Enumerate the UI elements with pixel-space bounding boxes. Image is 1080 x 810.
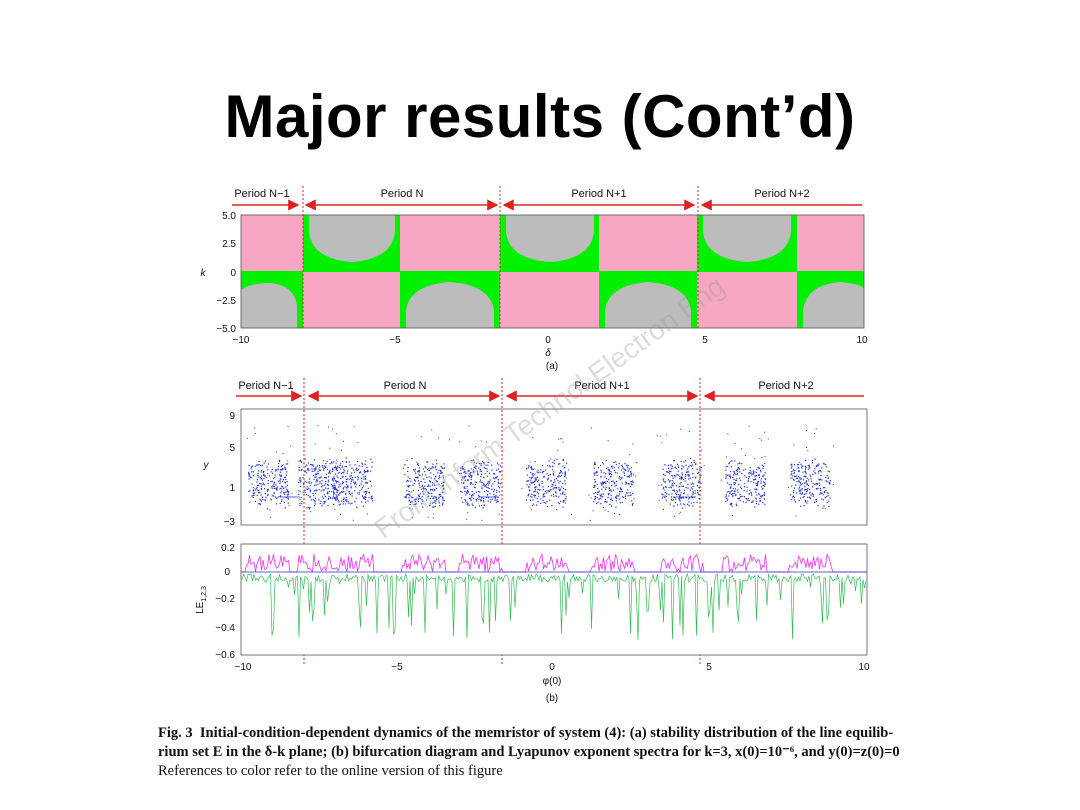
caption-line-1: Fig. 3 Initial-condition-dependent dynam… — [158, 725, 894, 741]
y-tick-label: −2.5 — [216, 296, 236, 307]
stability-gray-region — [406, 282, 494, 328]
y-tick-label: 5.0 — [222, 211, 236, 222]
panel-a-plot — [240, 186, 865, 329]
x-axis-label: δ — [545, 348, 551, 359]
period-label: Period N+2 — [754, 188, 809, 200]
x-tick-label: 0 — [545, 335, 551, 346]
caption-line-2: rium set E in the δ-k plane; (b) bifurca… — [158, 744, 900, 760]
y-tick-label: 0.2 — [221, 543, 235, 554]
x-tick-label: 10 — [856, 335, 868, 346]
period-label: Period N+1 — [571, 188, 626, 200]
figure-caption: Fig. 3 Initial-condition-dependent dynam… — [158, 724, 978, 781]
bifurcation-points — [246, 425, 834, 521]
period-header-a: Period N−1 Period N Period N+1 Period N+… — [232, 188, 862, 211]
x-tick-label: 10 — [858, 662, 870, 673]
y-tick-label: −5.0 — [216, 324, 236, 335]
x-tick-label: 5 — [706, 662, 712, 673]
y-tick-label: 0 — [230, 268, 236, 279]
period-header-b: Period N−1 Period N Period N+1 Period N+… — [236, 380, 864, 402]
panel-b-lyapunov — [240, 543, 868, 656]
x-tick-label: −5 — [389, 335, 401, 346]
stability-gray-region — [803, 282, 864, 328]
x-tick-label: −5 — [391, 662, 403, 673]
x-tick-label: 5 — [702, 335, 708, 346]
lyapunov-le3-line — [241, 572, 867, 641]
panel-a-axes: 5.0 2.5 0 −2.5 −5.0 k −10 −5 0 5 10 δ (a… — [201, 211, 868, 372]
stability-gray-region — [506, 215, 594, 262]
y-tick-label: 2.5 — [222, 239, 236, 250]
slide-title: Major results (Cont’d) — [224, 83, 856, 150]
y-tick-label: 9 — [229, 411, 235, 422]
y-axis-label: y — [203, 460, 210, 471]
panel-sublabel: (a) — [546, 361, 558, 372]
y-tick-label: −0.4 — [215, 623, 235, 634]
panel-b-bottom-axes: 0.2 0 −0.2 −0.4 −0.6 LE1,2,3 −10 −5 0 5 … — [195, 543, 870, 704]
y-axis-label: LE1,2,3 — [195, 586, 208, 614]
x-tick-label: −10 — [233, 335, 250, 346]
y-tick-label: 5 — [229, 443, 235, 454]
period-label: Period N — [381, 188, 424, 200]
x-tick-label: 0 — [549, 662, 555, 673]
period-label: Period N+1 — [574, 380, 629, 392]
period-label: Period N−1 — [234, 188, 289, 200]
y-tick-label: 0 — [224, 567, 230, 578]
x-tick-label: −10 — [235, 662, 252, 673]
period-label: Period N — [384, 380, 427, 392]
stability-gray-region — [703, 215, 791, 262]
caption-line-3: References to color refer to the online … — [158, 763, 503, 779]
x-axis-label: φ(0) — [543, 676, 562, 687]
stability-gray-region — [309, 215, 395, 262]
y-tick-label: −0.6 — [215, 650, 235, 661]
stability-gray-region — [605, 282, 691, 328]
y-tick-label: −3 — [224, 517, 236, 528]
panel-b-bifurcation — [240, 378, 868, 665]
y-tick-label: 1 — [229, 483, 235, 494]
stability-gray-region — [241, 283, 297, 328]
period-label: Period N+2 — [758, 380, 813, 392]
period-label: Period N−1 — [238, 380, 293, 392]
lyapunov-le1-line — [242, 553, 866, 574]
panel-sublabel: (b) — [546, 693, 558, 704]
y-tick-label: −0.2 — [215, 594, 235, 605]
y-axis-label: k — [201, 268, 207, 279]
panel-b-top-axes: 9 5 1 −3 y — [203, 411, 236, 528]
